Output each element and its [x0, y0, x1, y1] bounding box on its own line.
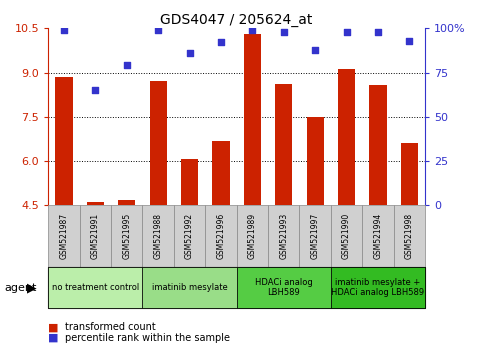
Bar — [205, 205, 237, 267]
Text: GSM521992: GSM521992 — [185, 213, 194, 259]
Bar — [142, 267, 237, 308]
Text: imatinib mesylate: imatinib mesylate — [152, 283, 227, 292]
Bar — [299, 205, 331, 267]
Text: GSM521995: GSM521995 — [122, 213, 131, 259]
Bar — [237, 205, 268, 267]
Text: HDACi analog
LBH589: HDACi analog LBH589 — [255, 278, 313, 297]
Point — [186, 50, 194, 56]
Point — [280, 29, 288, 35]
Bar — [56, 77, 72, 205]
Bar — [394, 205, 425, 267]
Bar — [87, 202, 104, 205]
Bar — [80, 205, 111, 267]
Point — [374, 29, 382, 35]
Bar — [369, 85, 386, 205]
Text: GSM521994: GSM521994 — [373, 213, 383, 259]
Text: agent: agent — [5, 282, 37, 293]
Text: imatinib mesylate +
HDACi analog LBH589: imatinib mesylate + HDACi analog LBH589 — [331, 278, 425, 297]
Bar — [362, 205, 394, 267]
Title: GDS4047 / 205624_at: GDS4047 / 205624_at — [160, 13, 313, 27]
Text: GSM521991: GSM521991 — [91, 213, 100, 259]
Bar — [111, 205, 142, 267]
Bar — [48, 205, 80, 267]
Text: ▶: ▶ — [27, 281, 36, 294]
Text: percentile rank within the sample: percentile rank within the sample — [65, 333, 230, 343]
Point — [123, 63, 130, 68]
Point — [249, 27, 256, 33]
Bar — [150, 81, 167, 205]
Bar — [181, 159, 198, 205]
Text: ■: ■ — [48, 322, 59, 332]
Text: no treatment control: no treatment control — [52, 283, 139, 292]
Bar — [118, 200, 135, 205]
Text: GSM521996: GSM521996 — [216, 213, 226, 259]
Point — [312, 47, 319, 52]
Bar — [401, 143, 418, 205]
Text: ■: ■ — [48, 333, 59, 343]
Bar — [244, 34, 261, 205]
Text: GSM521989: GSM521989 — [248, 213, 257, 259]
Text: GSM521988: GSM521988 — [154, 213, 163, 259]
Text: transformed count: transformed count — [65, 322, 156, 332]
Bar — [331, 267, 425, 308]
Point — [343, 29, 351, 35]
Bar — [338, 69, 355, 205]
Bar — [237, 267, 331, 308]
Text: GSM521993: GSM521993 — [279, 213, 288, 259]
Bar — [48, 267, 142, 308]
Bar — [275, 84, 292, 205]
Point — [217, 40, 225, 45]
Text: GSM521987: GSM521987 — [59, 213, 69, 259]
Point — [92, 87, 99, 93]
Bar — [331, 205, 362, 267]
Point — [60, 27, 68, 33]
Bar — [268, 205, 299, 267]
Text: GSM521998: GSM521998 — [405, 213, 414, 259]
Bar — [307, 117, 324, 205]
Bar — [213, 141, 229, 205]
Bar — [142, 205, 174, 267]
Text: GSM521997: GSM521997 — [311, 213, 320, 259]
Bar — [174, 205, 205, 267]
Text: GSM521990: GSM521990 — [342, 213, 351, 259]
Point — [155, 27, 162, 33]
Point — [406, 38, 413, 44]
